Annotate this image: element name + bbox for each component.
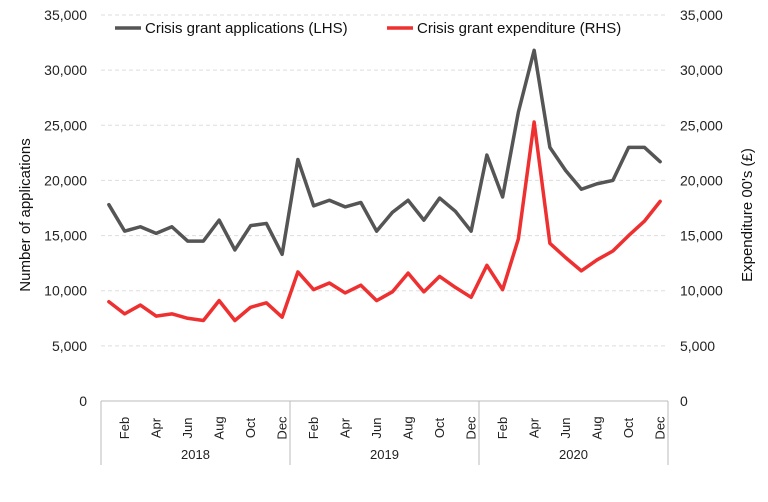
x-tick-label: Dec [653,416,668,440]
gridlines [101,14,668,347]
x-tick-label: Dec [464,416,479,440]
left-axis-title: Number of applications [17,138,34,291]
series-line [107,48,662,257]
x-tick-label: Feb [117,417,132,439]
year-label: 2020 [559,447,588,462]
x-tick-label: Aug [212,416,227,439]
right-tick-label: 20,000 [680,172,723,188]
x-tick-label: Apr [149,417,164,438]
x-tick-label: Apr [527,417,542,438]
x-tick-label: Aug [401,416,416,439]
x-tick-label: Oct [432,418,447,439]
right-tick-label: 0 [680,393,688,409]
left-tick-label: 15,000 [44,228,87,244]
x-tick-label: Apr [338,417,353,438]
x-tick-label: Jun [558,418,573,439]
right-tick-label: 25,000 [680,117,723,133]
x-tick-label: Feb [495,417,510,439]
right-tick-label: 35,000 [680,7,723,23]
right-axis-ticks: 0 5,000 10,000 15,000 20,000 25,000 30,000 35,0… [680,7,723,409]
legend: Crisis grant applications (LHS) Crisis gr… [115,20,621,37]
right-tick-label: 15,000 [680,228,723,244]
year-label: 2018 [181,447,210,462]
left-tick-label: 0 [79,393,87,409]
left-tick-label: 35,000 [44,7,87,23]
right-tick-label: 5,000 [680,338,715,354]
right-tick-label: 10,000 [680,283,723,299]
series-lines [107,48,662,323]
left-tick-label: 10,000 [44,283,87,299]
legend-label: Crisis grant applications (LHS) [145,20,348,37]
x-tick-label: Feb [306,417,321,439]
x-tick-label: Jun [369,418,384,439]
right-axis-title: Expenditure 00's (£) [739,148,756,282]
year-label: 2019 [370,447,399,462]
x-tick-label: Oct [621,418,636,439]
x-tick-label: Dec [275,416,290,440]
x-axis: Feb Apr Jun Aug Oct Dec Feb Apr Jun Aug Oct Dec Feb A… [100,400,669,465]
left-tick-label: 5,000 [52,338,87,354]
left-tick-label: 20,000 [44,172,87,188]
series-line [107,120,662,323]
x-tick-label: Aug [590,416,605,439]
left-tick-label: 30,000 [44,62,87,78]
left-tick-label: 25,000 [44,117,87,133]
right-tick-label: 30,000 [680,62,723,78]
left-axis-ticks: 0 5,000 10,000 15,000 20,000 25,000 30,000 35,0… [44,7,87,409]
x-tick-label: Oct [243,418,258,439]
x-tick-label: Jun [180,418,195,439]
legend-label: Crisis grant expenditure (RHS) [417,20,621,37]
